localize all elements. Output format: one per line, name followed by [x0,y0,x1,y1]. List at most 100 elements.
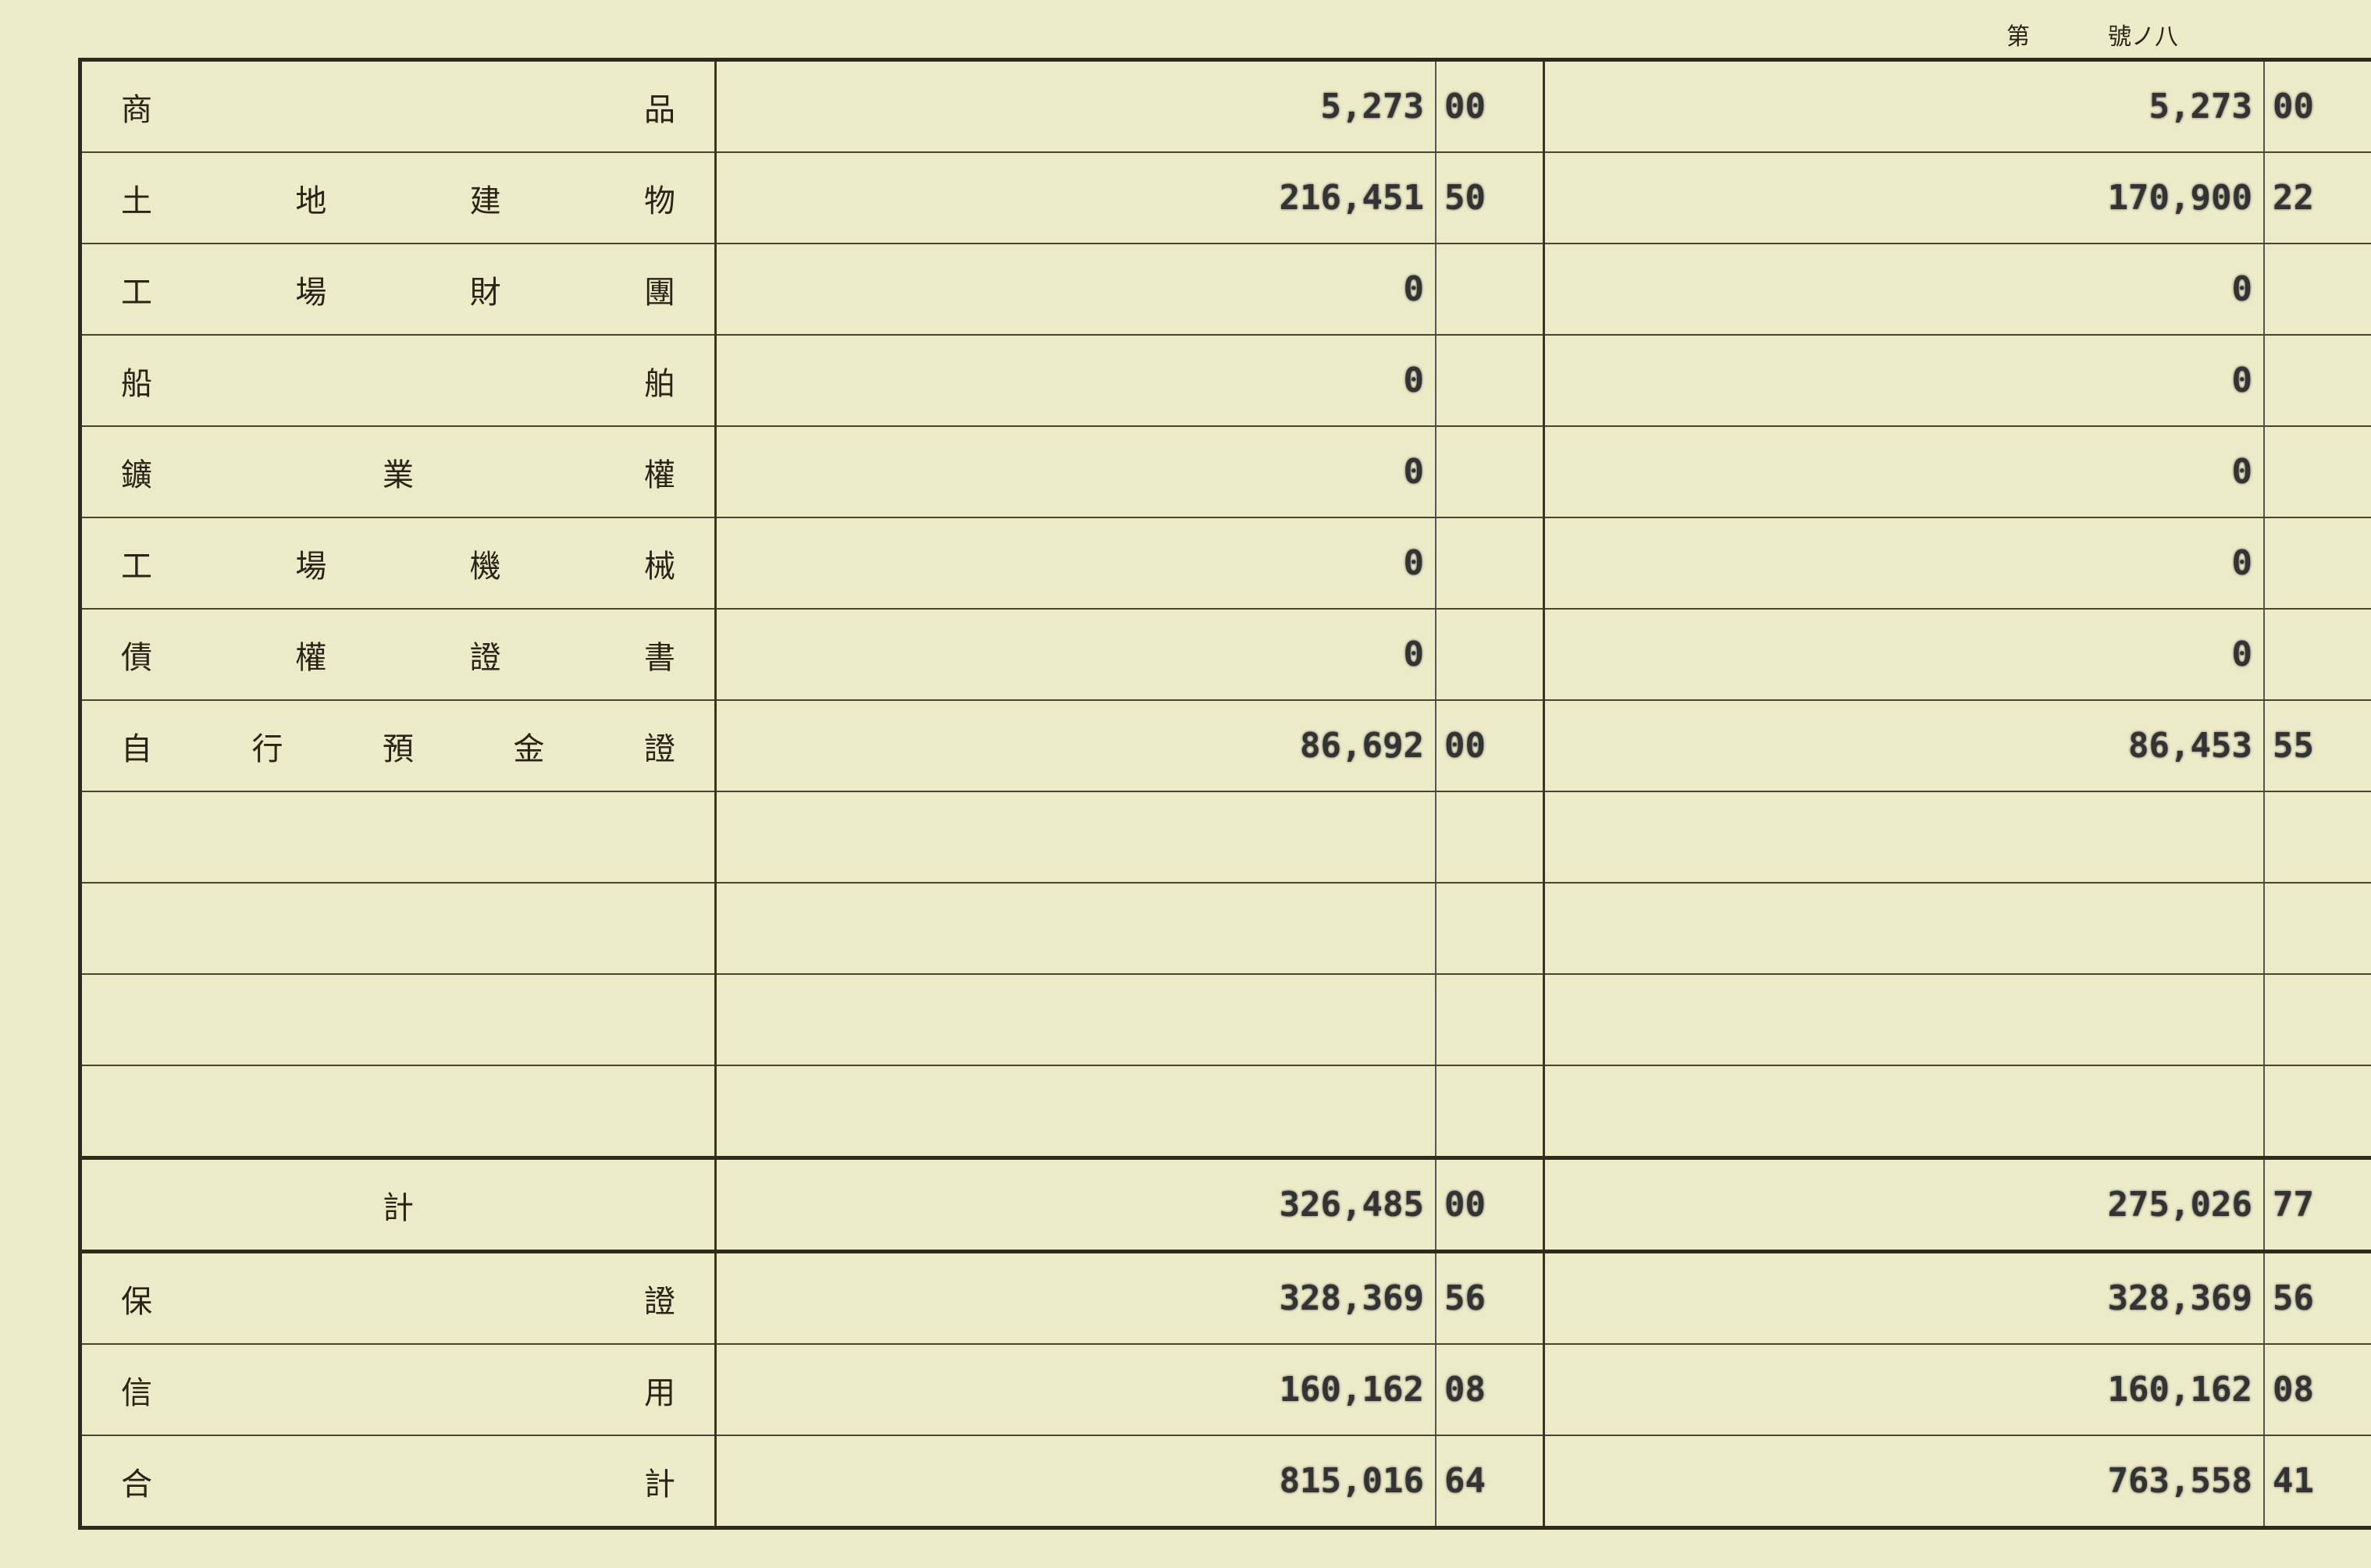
amount-b-sen-text: 55 [2273,726,2314,766]
row-label-text: 自行預金證 [121,731,675,767]
amount-a-yen-text: 326,485 [1279,1185,1424,1225]
header-suffix: 號ノ八 [2108,23,2178,51]
row-label: 計 [80,1156,717,1253]
amount-a-yen-text: 328,369 [1279,1278,1424,1318]
amount-a-sen: 00 [1436,699,1545,792]
amount-b-yen-text: 170,900 [2107,178,2252,218]
amount-a-yen: 0 [715,334,1436,427]
amount-a-yen: 86,692 [715,699,1436,792]
amount-b-sen: 77 [2264,1156,2371,1253]
amount-b-yen: 0 [1543,243,2265,336]
amount-a-sen [1436,973,1545,1066]
table-row: 商品 5,273 00 5,273 00 [80,59,2371,153]
amount-b-yen [1543,791,2265,884]
amount-a-sen: 50 [1436,151,1545,244]
amount-a-sen [1436,334,1545,427]
row-label: 土地建物 [80,151,717,244]
amount-a-sen-text: 08 [1444,1370,1486,1410]
row-label-text: 合計 [121,1466,675,1502]
table-row: 鑛業權 0 0 [80,425,2371,518]
page-number-header: 第 號ノ八 [2006,17,2202,52]
table-row [80,882,2371,975]
amount-b-sen: 08 [2264,1343,2371,1436]
amount-a-yen-text: 0 [1403,543,1425,583]
amount-a-yen: 328,369 [715,1250,1436,1345]
amount-b-sen-text: 22 [2273,178,2314,218]
amount-a-sen [1436,608,1545,701]
amount-b-sen: 41 [2264,1435,2371,1529]
amount-a-sen [1436,425,1545,518]
amount-b-sen-text: 08 [2273,1370,2314,1410]
amount-a-sen: 08 [1436,1343,1545,1436]
header-prefix: 第 [2006,23,2030,51]
table-row: 工場機械 0 0 [80,517,2371,610]
row-label: 工場財團 [80,243,717,336]
amount-b-yen-text: 763,558 [2107,1461,2252,1501]
amount-a-sen-text: 00 [1444,726,1486,766]
amount-b-sen [2264,1065,2371,1159]
amount-b-sen-text: 56 [2273,1278,2314,1318]
table-row: 債權證書 0 0 [80,608,2371,701]
table-row [80,973,2371,1066]
table-row: 自行預金證 86,692 00 86,453 55 [80,699,2371,792]
row-label: 工場機械 [80,517,717,610]
ledger-table: 商品 5,273 00 5,273 00 土地建物 216,451 50 170,900 22 工場… [78,58,2371,1530]
row-label-text: 工場機械 [121,548,675,585]
row-label-text: 計 [383,1189,414,1226]
amount-a-sen: 00 [1436,1156,1545,1253]
row-label [80,1065,717,1159]
row-label-text: 鑛業權 [121,457,675,493]
amount-a-yen [715,1065,1436,1159]
amount-b-yen: 170,900 [1543,151,2265,244]
row-label: 商品 [80,59,717,153]
amount-a-yen: 815,016 [715,1435,1436,1529]
amount-a-sen [1436,882,1545,975]
amount-a-yen: 160,162 [715,1343,1436,1436]
amount-a-yen: 0 [715,425,1436,518]
amount-a-yen-text: 86,692 [1300,726,1424,766]
amount-b-sen [2264,243,2371,336]
amount-b-yen-text: 328,369 [2107,1278,2252,1318]
amount-b-yen-text: 86,453 [2128,726,2252,766]
row-label-text: 債權證書 [121,639,675,676]
amount-a-yen: 5,273 [715,59,1436,153]
amount-a-yen-text: 0 [1403,635,1425,674]
amount-b-yen: 160,162 [1543,1343,2265,1436]
amount-b-sen-text: 41 [2273,1461,2314,1501]
amount-a-sen [1436,243,1545,336]
amount-b-yen: 0 [1543,334,2265,427]
amount-b-yen-text: 0 [2231,543,2253,583]
table-row: 土地建物 216,451 50 170,900 22 [80,151,2371,244]
table-row: 保證 328,369 56 328,369 56 [80,1250,2371,1345]
amount-b-yen-text: 160,162 [2107,1370,2252,1410]
amount-a-yen [715,791,1436,884]
amount-b-yen: 0 [1543,425,2265,518]
table-row [80,791,2371,884]
row-label-text: 土地建物 [121,183,675,219]
amount-b-sen [2264,973,2371,1066]
amount-a-yen-text: 815,016 [1279,1461,1424,1501]
amount-b-yen: 275,026 [1543,1156,2265,1253]
amount-b-yen: 328,369 [1543,1250,2265,1345]
amount-b-sen-text: 00 [2273,87,2314,126]
amount-a-sen: 56 [1436,1250,1545,1345]
amount-a-yen: 0 [715,243,1436,336]
amount-b-yen [1543,882,2265,975]
row-label-text: 工場財團 [121,274,675,311]
amount-b-yen-text: 5,273 [2148,87,2252,126]
row-label: 鑛業權 [80,425,717,518]
row-label: 合計 [80,1435,717,1529]
amount-a-sen: 64 [1436,1435,1545,1529]
row-label [80,791,717,884]
amount-b-yen-text: 275,026 [2107,1185,2252,1225]
amount-a-yen: 0 [715,608,1436,701]
row-label: 船舶 [80,334,717,427]
amount-b-sen-text: 77 [2273,1185,2314,1225]
amount-b-yen-text: 0 [2231,452,2253,492]
amount-b-sen [2264,791,2371,884]
amount-b-sen [2264,425,2371,518]
amount-a-sen-text: 56 [1444,1278,1486,1318]
amount-a-sen [1436,791,1545,884]
amount-b-yen: 763,558 [1543,1435,2265,1529]
amount-b-yen: 5,273 [1543,59,2265,153]
